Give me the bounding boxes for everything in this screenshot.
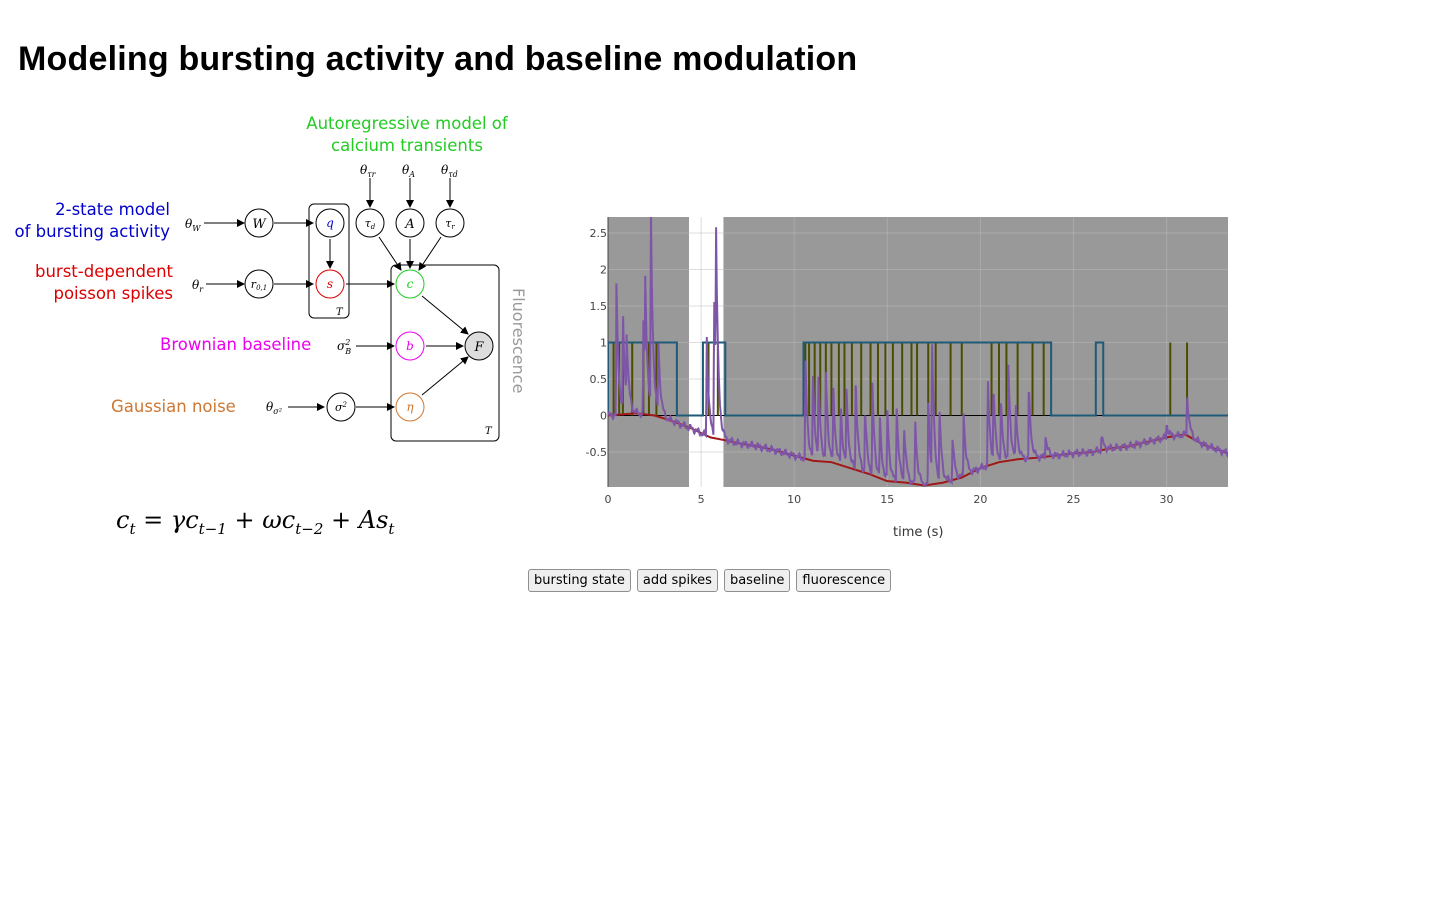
theta-sigma2-label: θσ² — [266, 400, 282, 416]
shaded-region-1 — [723, 217, 1228, 487]
bursting-state-line — [608, 341, 1228, 417]
r-node — [244, 269, 274, 299]
bursting-model-label-line1: 2-state model — [55, 200, 170, 219]
x-tick-label: 10 — [787, 493, 801, 506]
fluorescence-plate-title: Fluorescence — [509, 288, 528, 393]
layer-button-row: bursting state add spikes baseline fluor… — [528, 569, 892, 592]
svg-text:F: F — [473, 340, 484, 355]
svg-text:τr: τr — [445, 217, 455, 231]
x-tick-label: 0 — [605, 493, 612, 506]
svg-text:s: s — [327, 277, 333, 291]
f-node — [464, 331, 494, 361]
y-tick-label: 0 — [600, 409, 607, 422]
theta-tau-r-label: θτr — [360, 163, 377, 179]
y-tick-label: 0.5 — [590, 373, 608, 386]
q-node — [315, 208, 345, 238]
x-tick-label: 15 — [880, 493, 894, 506]
ar-model-label-line1: Autoregressive model of — [306, 114, 508, 133]
y-tick-label: 1 — [600, 337, 607, 350]
sigma-b-label: σ2 B — [337, 338, 351, 356]
y-tick-label: -0.5 — [586, 446, 607, 459]
amplitude-node — [395, 208, 425, 238]
x-tick-label: 20 — [973, 493, 987, 506]
bursting-state-button[interactable]: bursting state — [528, 569, 631, 592]
equation-term2: ωct−2 — [262, 506, 324, 538]
eta-node — [395, 392, 425, 422]
fluorescence-line — [608, 217, 1228, 487]
y-tick-label: 1.5 — [590, 300, 608, 313]
burst-plate-label: T — [336, 307, 344, 318]
svg-text:c: c — [407, 277, 414, 291]
svg-text:A: A — [404, 217, 414, 232]
equation-term3: Ast — [358, 506, 395, 538]
spikes-label-line2: poisson spikes — [53, 284, 173, 303]
noise-label: Gaussian noise — [111, 397, 236, 416]
spikes-label: burst-dependent poisson spikes — [0, 261, 173, 305]
sigma2-node — [326, 392, 356, 422]
theta-w-label: θW — [185, 217, 201, 233]
w-node — [244, 208, 274, 238]
add-spikes-button[interactable]: add spikes — [636, 569, 718, 592]
baseline-label: Brownian baseline — [160, 335, 312, 354]
y-tick-label: 2 — [600, 264, 607, 277]
x-tick-label: 5 — [698, 493, 705, 506]
b-node — [395, 331, 425, 361]
fluorescence-plate — [390, 264, 500, 442]
c-node — [395, 269, 425, 299]
x-axis-title: time (s) — [893, 525, 944, 540]
tau-d-node — [355, 208, 385, 238]
spikes-label-line1: burst-dependent — [35, 262, 173, 281]
ar-model-label-line2: calcium transients — [331, 136, 483, 155]
svg-text:W: W — [252, 217, 267, 232]
tau-r-node — [435, 208, 465, 238]
s-node — [315, 269, 345, 299]
svg-text:b: b — [406, 339, 414, 353]
simulation-chart: 0 5 10 15 20 25 30 -0.5 0 0.5 1 1.5 2 2.5 — [586, 217, 1228, 506]
theta-a-label: θA — [402, 163, 415, 179]
theta-r-label: θr — [192, 278, 204, 294]
fluorescence-plate-label: T — [485, 426, 493, 437]
x-tick-label: 25 — [1066, 493, 1080, 506]
equation-lhs: ct — [116, 506, 136, 538]
bursting-model-label: 2-state model of bursting activity — [0, 199, 170, 243]
graphical-model-diagram: T T Fluorescence θτr θA θτd θW θr σ2 B θσ… — [185, 163, 528, 442]
equation-term1: γct−1 — [170, 506, 227, 538]
fluorescence-button[interactable]: fluorescence — [796, 569, 892, 592]
x-tick-label: 30 — [1160, 493, 1174, 506]
burst-plate — [308, 203, 350, 319]
svg-text:q: q — [326, 216, 334, 230]
theta-tau-d-label: θτd — [441, 163, 458, 179]
svg-text:τd: τd — [365, 217, 376, 231]
ar-model-label: Autoregressive model of calcium transien… — [296, 113, 518, 157]
bursting-model-label-line2: of bursting activity — [14, 222, 170, 241]
baseline-button[interactable]: baseline — [723, 569, 791, 592]
ar-equation: ct = γct−1 + ωct−2 + Ast — [116, 506, 395, 538]
y-tick-label: 2.5 — [590, 227, 608, 240]
page-title: Modeling bursting activity and baseline … — [18, 40, 858, 78]
svg-text:η: η — [406, 400, 414, 414]
